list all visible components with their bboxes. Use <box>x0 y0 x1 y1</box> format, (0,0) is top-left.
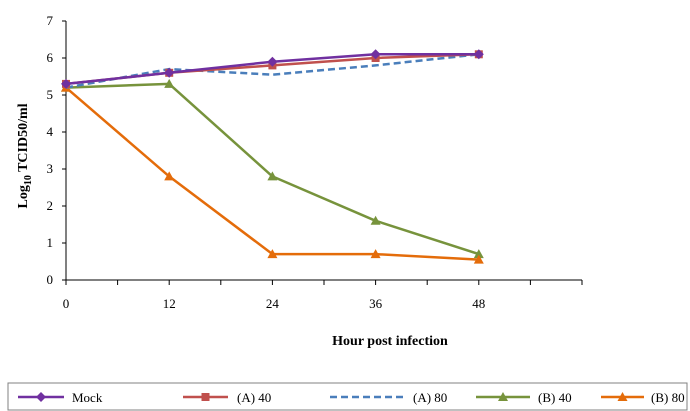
x-tick-label: 24 <box>266 296 280 311</box>
x-axis-ticks: 0 12 24 36 48 <box>63 280 583 311</box>
y-tick-label: 5 <box>47 87 54 102</box>
y-tick-label: 0 <box>47 272 54 287</box>
legend-label: (B) 80 <box>651 390 685 405</box>
legend-label: Mock <box>72 390 103 405</box>
legend-item-b-40: (B) 40 <box>476 390 572 405</box>
legend-item-b-80: (B) 80 <box>601 390 685 405</box>
series-mock <box>61 49 484 89</box>
data-point <box>370 49 381 60</box>
y-tick-label: 1 <box>47 235 54 250</box>
y-axis-title-rest: TCID50/ml <box>16 103 31 175</box>
y-tick-label: 2 <box>47 198 54 213</box>
x-tick-label: 36 <box>369 296 383 311</box>
axes <box>65 21 582 281</box>
data-point <box>473 249 484 259</box>
y-axis-ticks: 0 1 2 3 4 5 6 7 <box>47 13 66 287</box>
y-axis-title-sub: 10 <box>23 175 34 185</box>
y-axis-title-main: Log <box>16 185 31 208</box>
y-tick-label: 7 <box>47 13 54 28</box>
x-tick-label: 12 <box>163 296 176 311</box>
legend-label: (A) 80 <box>413 390 447 405</box>
legend-swatch-marker <box>36 392 46 402</box>
legend-swatch-marker <box>201 393 210 401</box>
x-axis-title: Hour post infection <box>332 334 448 349</box>
series-line <box>65 82 480 256</box>
data-point <box>473 254 484 264</box>
data-point <box>370 215 381 225</box>
legend-item-a-40: (A) 40 <box>183 390 271 405</box>
data-point <box>267 171 278 181</box>
x-tick-label: 0 <box>63 296 70 311</box>
data-point <box>164 171 175 181</box>
y-tick-label: 4 <box>47 124 54 139</box>
series-b-40 <box>61 78 484 259</box>
y-tick-label: 3 <box>47 161 54 176</box>
series-a-40 <box>62 50 483 88</box>
data-point <box>61 78 71 89</box>
series-group <box>61 49 484 264</box>
legend-item-mock: Mock <box>18 390 103 405</box>
legend-item-a-80: (A) 80 <box>330 390 447 405</box>
data-point <box>164 67 175 78</box>
legend: Mock (A) 40 (A) 80 (B) 40 (B) 80 <box>7 382 688 411</box>
legend-label: (B) 40 <box>538 390 572 405</box>
y-tick-label: 6 <box>47 50 54 65</box>
legend-swatch-marker <box>498 392 508 401</box>
legend-swatch-marker <box>617 392 628 401</box>
data-point <box>164 78 175 88</box>
data-point <box>267 56 278 67</box>
x-tick-label: 48 <box>472 296 485 311</box>
data-point <box>473 49 484 60</box>
legend-label: (A) 40 <box>237 390 271 405</box>
y-axis-title: Log10 TCID50/ml <box>16 103 34 208</box>
data-point <box>267 249 278 259</box>
data-point <box>370 249 381 259</box>
